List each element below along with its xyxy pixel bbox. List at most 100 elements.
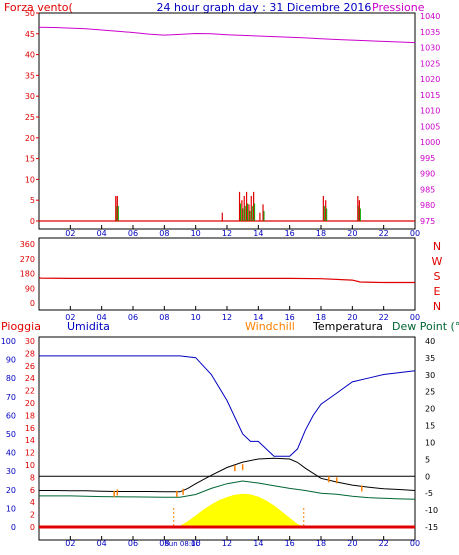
pressure-tick-label: 990 bbox=[420, 170, 435, 179]
compass-letter: N bbox=[433, 240, 441, 253]
wind-tick-label: 40 bbox=[25, 51, 35, 60]
rain-tick-label: 14 bbox=[25, 436, 35, 445]
x-tick-label: 14 bbox=[253, 229, 263, 238]
humidity-tick-label: 70 bbox=[6, 393, 16, 402]
x-tick-label: 12 bbox=[222, 229, 232, 238]
direction-ticks: 360 270 180 90 0 bbox=[20, 240, 35, 308]
series-layer: Sun 08:0c bbox=[38, 26, 416, 548]
x-tick-label: 16 bbox=[285, 229, 295, 238]
x-tick-label: 02 bbox=[65, 229, 75, 238]
humidity-tick-label: 60 bbox=[6, 411, 16, 420]
temperature-line bbox=[39, 457, 416, 493]
rain-tick-label: 4 bbox=[30, 498, 35, 507]
x-tick-label: 18 bbox=[316, 313, 326, 322]
rain-tick-label: 0 bbox=[30, 523, 35, 532]
temp-tick-label: 35 bbox=[425, 354, 435, 363]
x-tick-label: 10 bbox=[191, 313, 201, 322]
x-tick-label: 18 bbox=[316, 229, 326, 238]
humidity-axis-title: Umidita bbox=[67, 320, 110, 333]
pressure-axis-title: Pressione bbox=[372, 1, 425, 14]
pressure-tick-label: 985 bbox=[420, 185, 435, 194]
wind-tick-label: 0 bbox=[30, 217, 35, 226]
humidity-tick-label: 50 bbox=[6, 430, 16, 439]
solar-area bbox=[173, 493, 304, 528]
rain-tick-label: 28 bbox=[25, 349, 35, 358]
x-tick-label: 04 bbox=[97, 313, 107, 322]
wind-tick-label: 30 bbox=[25, 92, 35, 101]
pressure-tick-label: 1025 bbox=[420, 59, 440, 68]
x-tick-label: 06 bbox=[128, 229, 138, 238]
x-tick-label: 04 bbox=[97, 539, 107, 548]
rain-tick-label: 2 bbox=[30, 511, 35, 520]
x-tick-label: 06 bbox=[128, 539, 138, 548]
x-tick-label: 02 bbox=[65, 313, 75, 322]
rain-tick-label: 18 bbox=[25, 411, 35, 420]
pressure-tick-label: 980 bbox=[420, 201, 435, 210]
sunrise-label: Sun 08:0c bbox=[164, 540, 199, 548]
humidity-tick-label: 30 bbox=[6, 467, 16, 476]
temp-tick-label: 5 bbox=[425, 455, 430, 464]
humidity-line bbox=[39, 355, 416, 457]
compass-letter: N bbox=[433, 300, 441, 313]
temperature-label: Temperatura bbox=[312, 320, 383, 333]
pressure-tick-label: 1000 bbox=[420, 138, 440, 147]
temp-tick-label: -15 bbox=[425, 523, 438, 532]
x-tick-label: 08 bbox=[159, 313, 169, 322]
x-tick-label: 16 bbox=[285, 539, 295, 548]
rain-tick-label: 10 bbox=[25, 461, 35, 470]
rain-tick-label: 8 bbox=[30, 473, 35, 482]
rain-tick-label: 20 bbox=[25, 399, 35, 408]
pressure-tick-label: 1010 bbox=[420, 107, 440, 116]
humidity-tick-label: 80 bbox=[6, 374, 16, 383]
wind-tick-label: 15 bbox=[25, 155, 35, 164]
temp-tick-label: 30 bbox=[425, 371, 435, 380]
x-tick-label: 12 bbox=[222, 313, 232, 322]
pressure-tick-label: 1020 bbox=[420, 75, 440, 84]
direction-line bbox=[38, 277, 415, 284]
compass-letter: S bbox=[434, 270, 441, 283]
humidity-tick-label: 90 bbox=[6, 356, 16, 365]
pressure-tick-label: 1030 bbox=[420, 44, 440, 53]
x-tick-label: 14 bbox=[253, 313, 263, 322]
rain-axis-title: Pioggia bbox=[1, 320, 41, 333]
x-tick-label: 00 bbox=[410, 539, 420, 548]
chart-title: 24 hour graph day : 31 Dicembre 2016 bbox=[157, 1, 372, 14]
wind-tick-label: 10 bbox=[25, 175, 35, 184]
x-tick-label: 22 bbox=[379, 229, 389, 238]
windchill-label: Windchill bbox=[245, 320, 295, 333]
dewpoint-line bbox=[39, 480, 416, 500]
wind-tick-label: 35 bbox=[25, 71, 35, 80]
rain-tick-label: 24 bbox=[25, 374, 35, 383]
x-tick-label: 06 bbox=[128, 313, 138, 322]
pressure-tick-label: 1035 bbox=[420, 28, 440, 37]
pressure-tick-label: 975 bbox=[420, 217, 435, 226]
x-tick-label: 10 bbox=[191, 229, 201, 238]
direction-panel bbox=[38, 237, 416, 311]
axes-layer: 5045403530252015105010401035103010251020… bbox=[1, 9, 441, 548]
x-tick-label: 18 bbox=[316, 539, 326, 548]
wind-tick-label: 45 bbox=[25, 30, 35, 39]
direction-tick-label: 90 bbox=[25, 284, 35, 293]
rain-tick-label: 12 bbox=[25, 449, 35, 458]
temp-tick-label: 0 bbox=[425, 472, 430, 481]
rain-tick-label: 26 bbox=[25, 362, 35, 371]
direction-tick-label: 270 bbox=[20, 255, 35, 264]
temp-tick-label: -10 bbox=[425, 506, 438, 515]
direction-tick-label: 180 bbox=[20, 270, 35, 279]
rain-tick-label: 16 bbox=[25, 424, 35, 433]
wind-tick-label: 25 bbox=[25, 113, 35, 122]
x-tick-label: 10 bbox=[191, 539, 201, 548]
pressure-line bbox=[38, 26, 416, 44]
humidity-tick-label: 40 bbox=[6, 449, 16, 458]
wind-pressure-ticks: 5045403530252015105010401035103010251020… bbox=[25, 9, 441, 226]
compass-letter: E bbox=[434, 285, 441, 298]
x-tick-label: 16 bbox=[285, 313, 295, 322]
x-tick-label: 08 bbox=[159, 539, 169, 548]
pressure-tick-label: 1015 bbox=[420, 91, 440, 100]
temp-humidity-ticks: 1009080706050403020100302826242220181614… bbox=[1, 337, 438, 532]
x-tick-label: 22 bbox=[379, 539, 389, 548]
x-tick-label: 08 bbox=[159, 229, 169, 238]
rain-tick-label: 30 bbox=[25, 337, 35, 346]
wind-tick-label: 5 bbox=[30, 196, 35, 205]
